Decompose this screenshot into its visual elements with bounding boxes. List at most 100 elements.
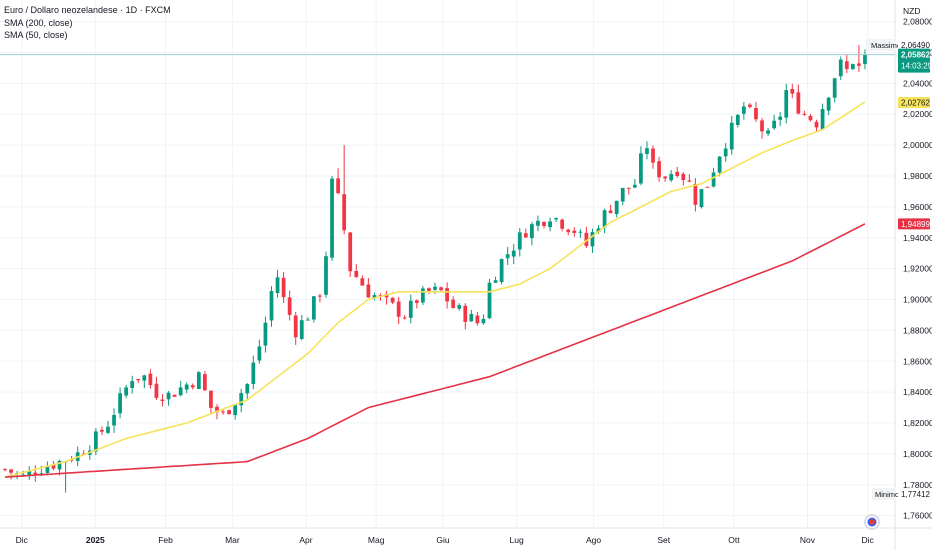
candle-body xyxy=(415,300,419,303)
candle-body xyxy=(264,323,268,346)
countdown-label: 14:03:29 xyxy=(901,62,932,71)
candle-body xyxy=(227,410,231,414)
candle-body xyxy=(645,148,649,154)
x-tick-label: Dic xyxy=(16,535,29,545)
logo-dot xyxy=(869,519,875,525)
candle-body xyxy=(106,427,110,433)
candle-body xyxy=(548,221,552,227)
last-price-label: 2,05862 xyxy=(901,51,930,60)
candle-body xyxy=(560,220,564,229)
x-tick-label: Apr xyxy=(299,535,312,545)
x-tick-label: Dic xyxy=(862,535,875,545)
candle-body xyxy=(506,254,510,258)
candle-body xyxy=(476,316,480,324)
x-tick-label: Giu xyxy=(436,535,450,545)
y-tick-label: 1,92000 xyxy=(903,264,932,274)
candle-body xyxy=(397,302,401,317)
candle-body xyxy=(681,174,685,180)
candle-body xyxy=(718,157,722,173)
candle-body xyxy=(209,391,213,408)
candle-body xyxy=(451,300,455,308)
y-tick-label: 2,02000 xyxy=(903,109,932,119)
candle-body xyxy=(524,233,528,237)
candle-body xyxy=(748,105,752,107)
y-tick-label: 2,08000 xyxy=(903,17,932,27)
y-tick-label: 1,96000 xyxy=(903,202,932,212)
candle-body xyxy=(754,108,758,119)
candle-body xyxy=(245,384,249,393)
candle-body xyxy=(554,218,558,219)
candle-body xyxy=(639,153,643,183)
x-tick-label: Lug xyxy=(510,535,524,545)
high-value-label: 2,06490 xyxy=(901,41,930,50)
candle-body xyxy=(433,287,437,290)
candle-body xyxy=(276,277,280,293)
candle-body xyxy=(367,284,371,297)
candle-body xyxy=(536,221,540,226)
x-tick-label: Mar xyxy=(225,535,240,545)
candle-body xyxy=(409,301,413,318)
candle-body xyxy=(161,400,165,401)
candle-body xyxy=(221,412,225,413)
candle-body xyxy=(203,374,207,390)
sma200-legend[interactable]: SMA (200, close) xyxy=(4,17,171,30)
y-tick-label: 1,88000 xyxy=(903,325,932,335)
candle-body xyxy=(191,385,195,387)
candle-body xyxy=(687,180,691,181)
symbol-title: Euro / Dollaro neozelandese · 1D · FXCM xyxy=(4,4,171,17)
candle-body xyxy=(603,210,607,227)
y-tick-label: 1,84000 xyxy=(903,387,932,397)
candle-body xyxy=(827,98,831,111)
candle-body xyxy=(621,188,625,202)
candle-body xyxy=(94,431,98,451)
candle-body xyxy=(572,231,576,233)
candle-body xyxy=(391,298,395,303)
candle-body xyxy=(500,259,504,282)
candle-body xyxy=(845,61,849,69)
candle-body xyxy=(633,185,637,188)
candle-body xyxy=(185,385,189,390)
currency-label: NZD xyxy=(903,6,920,16)
y-tick-label: 2,00000 xyxy=(903,140,932,150)
candle-body xyxy=(796,92,800,113)
y-tick-label: 1,76000 xyxy=(903,511,932,521)
candle-body xyxy=(724,149,728,157)
candle-body xyxy=(233,405,237,415)
y-tick-label: 1,80000 xyxy=(903,449,932,459)
candle-body xyxy=(542,222,546,226)
candle-body xyxy=(463,306,467,322)
candle-body xyxy=(306,320,310,321)
candle-body xyxy=(173,395,177,397)
candle-body xyxy=(863,55,867,64)
candle-body xyxy=(518,232,522,249)
chart-legend: Euro / Dollaro neozelandese · 1D · FXCM … xyxy=(4,4,171,42)
x-tick-label: Ott xyxy=(728,535,740,545)
tradingview-logo-icon[interactable] xyxy=(864,514,880,530)
candle-body xyxy=(482,319,486,323)
candle-body xyxy=(657,161,661,177)
candle-body xyxy=(118,393,122,413)
candle-body xyxy=(282,278,286,297)
candle-body xyxy=(803,114,807,115)
x-tick-label: Feb xyxy=(158,535,173,545)
candle-body xyxy=(578,232,582,233)
y-tick-label: 1,82000 xyxy=(903,418,932,428)
candle-body xyxy=(488,283,492,318)
candle-body xyxy=(712,173,716,187)
y-tick-label: 1,98000 xyxy=(903,171,932,181)
candle-body xyxy=(342,194,346,230)
candle-body xyxy=(324,256,328,295)
sma50-legend[interactable]: SMA (50, close) xyxy=(4,29,171,42)
candle-body xyxy=(112,415,116,425)
candle-body xyxy=(700,189,704,207)
candle-body xyxy=(46,467,50,473)
y-tick-label: 1,90000 xyxy=(903,295,932,305)
candle-body xyxy=(494,280,498,283)
candle-body xyxy=(421,289,425,303)
candle-body xyxy=(148,374,152,385)
candle-body xyxy=(512,251,516,257)
candle-body xyxy=(124,387,128,395)
candle-body xyxy=(312,296,316,319)
